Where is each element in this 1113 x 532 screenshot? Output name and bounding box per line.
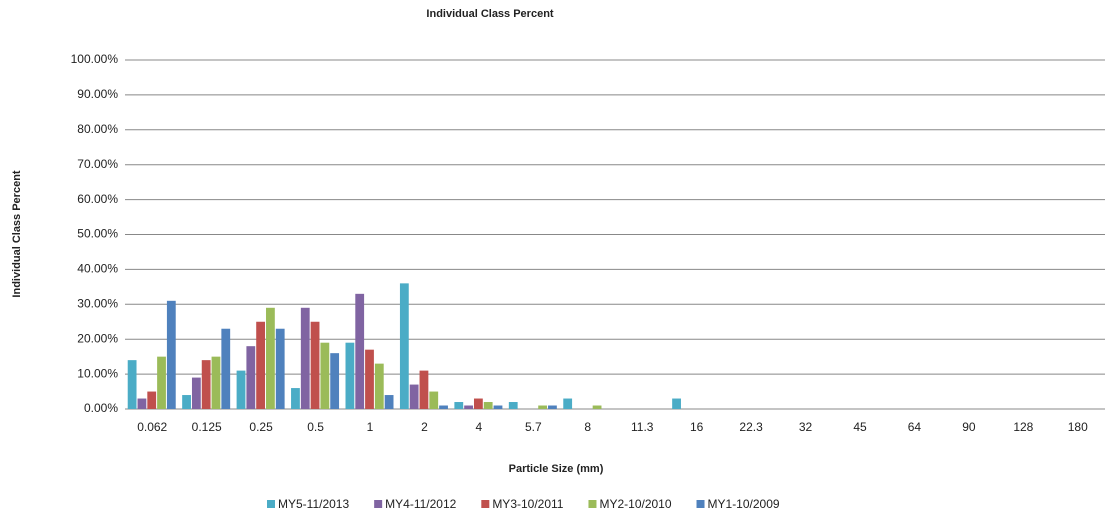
y-tick-label: 50.00%	[77, 227, 118, 241]
bar	[127, 360, 137, 409]
y-tick-label: 100.00%	[71, 52, 119, 66]
x-tick-label: 0.5	[307, 420, 324, 434]
x-tick-label: 22.3	[739, 420, 763, 434]
bar	[374, 363, 384, 409]
legend-swatch	[588, 500, 597, 508]
bar	[429, 391, 439, 409]
bar	[454, 402, 464, 409]
bar	[548, 405, 557, 409]
bar	[345, 342, 355, 409]
bar	[320, 342, 330, 409]
x-tick-label: 5.7	[525, 420, 542, 434]
bar	[300, 307, 310, 409]
bar	[256, 321, 266, 409]
legend-swatch	[267, 500, 275, 508]
bar	[182, 395, 191, 409]
bar	[236, 370, 246, 409]
bar	[310, 321, 320, 409]
bar	[419, 370, 429, 409]
legend-swatch	[696, 500, 705, 508]
legend-label: MY3-10/2011	[492, 497, 563, 511]
x-tick-label: 11.3	[631, 420, 654, 434]
bar	[399, 283, 409, 409]
x-tick-label: 90	[962, 420, 976, 434]
y-tick-label: 90.00%	[77, 87, 118, 101]
y-axis-label: Individual Class Percent	[11, 170, 23, 297]
chart-title: Individual Class Percent	[426, 8, 553, 20]
bar	[464, 405, 473, 409]
bar	[409, 384, 419, 409]
bar	[563, 398, 573, 409]
x-axis-label: Particle Size (mm)	[509, 463, 604, 475]
bar	[211, 356, 221, 409]
legend-swatch	[374, 500, 383, 508]
bar	[384, 395, 394, 409]
x-tick-label: 1	[367, 420, 374, 434]
x-tick-label: 16	[690, 420, 704, 434]
legend-label: MY2-10/2010	[599, 497, 671, 511]
y-tick-label: 70.00%	[77, 157, 118, 171]
y-tick-label: 0.00%	[84, 401, 118, 415]
legend-label: MY1-10/2009	[708, 497, 780, 511]
x-tick-label: 8	[584, 420, 591, 434]
bar	[275, 328, 285, 409]
y-tick-label: 20.00%	[77, 331, 118, 345]
legend-label: MY4-11/2012	[385, 497, 456, 511]
bar	[266, 307, 275, 409]
legend-swatch	[481, 500, 490, 508]
x-tick-label: 32	[799, 420, 813, 434]
x-tick-label: 0.125	[192, 420, 222, 434]
y-tick-label: 60.00%	[77, 192, 118, 206]
bar	[157, 356, 166, 409]
bar	[191, 377, 201, 409]
x-tick-label: 64	[908, 420, 922, 434]
x-tick-label: 45	[853, 420, 867, 434]
bar	[355, 293, 365, 409]
y-tick-label: 30.00%	[77, 296, 118, 310]
x-tick-label: 0.062	[137, 420, 167, 434]
bar	[147, 391, 157, 409]
bar	[291, 388, 300, 409]
bar	[201, 360, 211, 409]
bar	[483, 402, 493, 409]
bar	[672, 398, 681, 409]
y-tick-label: 80.00%	[77, 122, 118, 136]
x-tick-label: 0.25	[249, 420, 273, 434]
x-tick-label: 180	[1068, 420, 1088, 434]
bar	[538, 405, 548, 409]
y-tick-label: 10.00%	[77, 366, 118, 380]
bar	[246, 346, 256, 409]
bar	[592, 405, 602, 409]
legend-label: MY5-11/2013	[278, 497, 349, 511]
y-tick-label: 40.00%	[77, 262, 118, 276]
x-tick-label: 2	[421, 420, 428, 434]
x-tick-label: 4	[476, 420, 483, 434]
bar	[439, 405, 448, 409]
bar	[508, 402, 518, 409]
bar	[365, 349, 374, 409]
bar	[137, 398, 147, 409]
bar	[330, 353, 340, 409]
bar	[493, 405, 503, 409]
bar	[473, 398, 483, 409]
bar	[166, 300, 176, 409]
x-tick-label: 128	[1013, 420, 1033, 434]
bar	[221, 328, 231, 409]
